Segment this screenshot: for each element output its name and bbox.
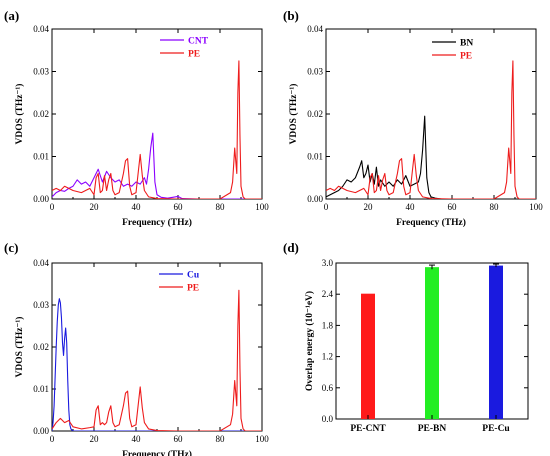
panel-a-x-tick-label: 0 (50, 202, 55, 212)
panel-d-y-axis-label: Overlap energy (10⁻¹eV) (304, 291, 315, 391)
panel-c-series-pe-line (52, 289, 262, 431)
panel-b-x-tick-label: 40 (406, 202, 416, 212)
panel-c-x-tick-label: 100 (255, 434, 269, 444)
panel-b-x-tick-label: 20 (364, 202, 374, 212)
panel-b-legend-label-bn: BN (460, 39, 473, 49)
panel-a-y-tick-label: 0.00 (33, 194, 49, 204)
panel-d: (d) 0.0 0.6 1.2 1.8 2.4 3.0 Overlap energy (10… (283, 240, 529, 434)
panel-c-plot-frame (51, 262, 263, 432)
panel-c-y-tick-label: 0.04 (33, 258, 49, 268)
panel-c-y-tick-label: 0.00 (33, 426, 49, 436)
panel-d-category-label-pe-cnt: PE-CNT (350, 424, 386, 434)
panel-a-y-tick-label: 0.02 (33, 109, 49, 119)
panel-c-label: (c) (4, 240, 18, 255)
panel-c-x-tick-label: 0 (50, 434, 55, 444)
panel-c: (c) 0 20 40 60 80 100 0.00 0.01 0.02 0.03 0.04 Freq… (4, 240, 269, 456)
panel-a: (a) 0 20 40 60 80 100 0.00 0.01 0.02 0.03 0.04 Freq… (4, 8, 269, 228)
panel-a-x-tick-label: 20 (90, 202, 100, 212)
panel-b-label: (b) (283, 8, 299, 23)
panel-c-legend-label-cu: Cu (187, 271, 200, 281)
panel-b-series-bn-line (326, 115, 536, 199)
panel-c-x-tick-label: 40 (132, 434, 142, 444)
panel-c-y-tick-label: 0.03 (33, 300, 49, 310)
panel-d-category-label-pe-bn: PE-BN (418, 424, 447, 434)
panel-b-y-tick-label: 0.03 (307, 67, 323, 77)
panel-c-x-tick-label: 80 (216, 434, 226, 444)
panel-a-legend-label-cnt: CNT (188, 37, 209, 47)
panel-a-x-axis-label: Frequency (THz) (122, 217, 192, 228)
panel-a-x-tick-label: 100 (255, 202, 269, 212)
panel-d-y-tick-label: 1.2 (322, 352, 333, 362)
panel-d-label: (d) (283, 240, 299, 255)
panel-b-y-tick-label: 0.02 (307, 109, 323, 119)
panel-d-y-tick-label: 0.6 (322, 383, 334, 393)
panel-b-y-axis-label: VDOS (THz⁻¹) (288, 84, 299, 145)
panel-c-x-tick-label: 60 (174, 434, 184, 444)
panel-a-series-pe-line (52, 60, 262, 199)
panel-a-y-tick-label: 0.03 (33, 67, 49, 77)
panel-d-bar-pe-bn (425, 267, 439, 419)
panel-a-x-tick-label: 80 (216, 202, 226, 212)
panel-d-category-label-pe-cu: PE-Cu (482, 424, 510, 434)
panel-d-y-tick-label: 2.4 (322, 289, 334, 299)
panel-d-y-tick-label: 0.0 (322, 414, 334, 424)
panel-b-x-tick-label: 100 (529, 202, 543, 212)
panel-d-bar-pe-cnt (361, 293, 375, 419)
panel-b-y-tick-label: 0.04 (307, 24, 323, 34)
panel-d-y-tick-label: 3.0 (322, 258, 334, 268)
panel-a-legend-label-pe: PE (188, 50, 200, 60)
panel-c-series-cu-line (52, 298, 262, 431)
panel-c-y-tick-label: 0.01 (33, 384, 49, 394)
panel-b-x-tick-label: 80 (490, 202, 500, 212)
panel-c-x-axis-label: Frequency (THz) (122, 449, 192, 456)
panel-c-y-tick-label: 0.02 (33, 342, 49, 352)
panel-a-y-tick-label: 0.04 (33, 24, 49, 34)
panel-a-plot-frame (51, 28, 263, 200)
panel-b-x-tick-label: 60 (448, 202, 458, 212)
panel-c-x-tick-label: 20 (90, 434, 100, 444)
panel-d-y-tick-label: 1.8 (322, 320, 334, 330)
panel-d-bar-pe-cu (489, 265, 503, 419)
panel-b-y-tick-label: 0.00 (307, 194, 323, 204)
panel-a-y-axis-label: VDOS (THz⁻¹) (14, 84, 25, 145)
panel-b-x-tick-label: 0 (324, 202, 329, 212)
panel-a-y-tick-label: 0.01 (33, 152, 49, 162)
panel-b-series-pe-line (326, 60, 536, 199)
panel-b-legend-label-pe: PE (460, 52, 472, 62)
panel-c-y-axis-label: VDOS (THz⁻¹) (14, 317, 25, 378)
panel-b: (b) 0 20 40 60 80 100 0.00 0.01 0.02 0.03 0.04 Freq… (283, 8, 543, 228)
panel-b-x-axis-label: Frequency (THz) (396, 217, 466, 228)
panel-c-legend-label-pe: PE (187, 284, 199, 294)
panel-a-series-cnt-line (52, 132, 262, 199)
panel-a-x-tick-label: 40 (132, 202, 142, 212)
panel-a-x-tick-label: 60 (174, 202, 184, 212)
panel-b-y-tick-label: 0.01 (307, 152, 323, 162)
panel-a-label: (a) (4, 8, 19, 23)
